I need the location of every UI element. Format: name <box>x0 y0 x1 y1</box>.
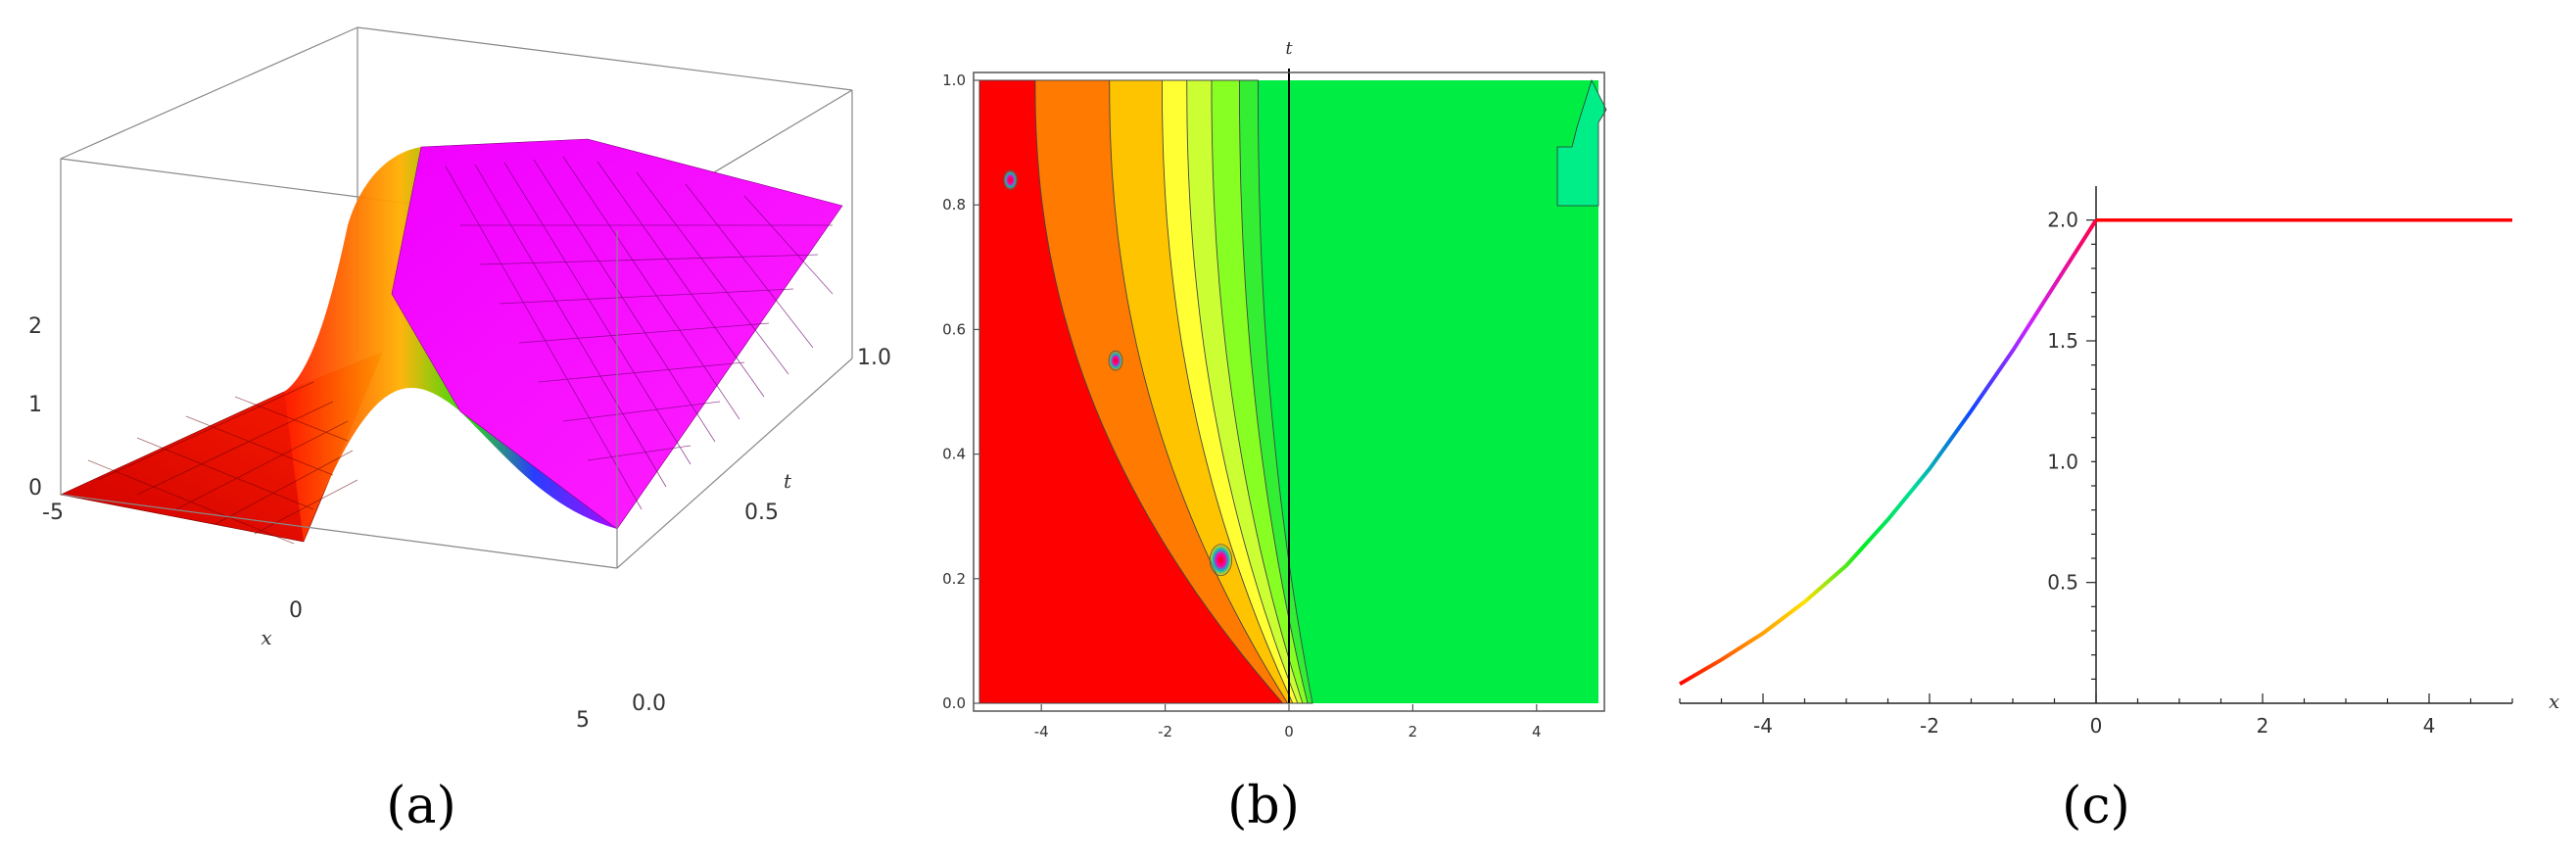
contour-spot <box>1108 350 1123 371</box>
x-axis: -5 0 5 x <box>42 501 590 733</box>
y-tick-label: 2.0 <box>2047 209 2078 232</box>
t-tick-label: 0.0 <box>632 692 666 716</box>
x-tick-label: -4 <box>1753 714 1773 738</box>
y-tick-label: 0.5 <box>2047 571 2078 595</box>
contour-spot <box>1209 544 1233 577</box>
y-tick-label: 0.2 <box>942 570 966 588</box>
caption-a: (a) <box>386 777 456 835</box>
x-axis-label: x <box>261 626 271 649</box>
surface-grid-left <box>87 381 358 545</box>
line-plot-panel: -4 -2 0 2 4 0.5 1.0 1.5 2.0 x (c) <box>1678 186 2559 835</box>
contour-spots <box>1003 169 1233 577</box>
x-tick-label: 4 <box>1532 723 1542 740</box>
x-tick-label: -2 <box>1158 723 1172 740</box>
surface-grid <box>445 156 834 510</box>
x-tick-label: 0 <box>2090 714 2103 738</box>
t-tick-label: 0.5 <box>744 501 779 525</box>
t-axis: 0.0 0.5 1.0 t <box>632 346 891 716</box>
contour-plot-panel: -4 -2 0 2 4 0.0 0.2 0.4 0.6 0.8 1.0 t (b) <box>942 38 1607 835</box>
bounding-box-front <box>60 230 853 569</box>
x-tick-label: 2 <box>1408 723 1418 740</box>
z-tick-label: 0 <box>28 476 42 501</box>
x-tick-label: 5 <box>576 708 590 733</box>
y-tick-label: 0.4 <box>942 446 966 463</box>
caption-b: (b) <box>1227 777 1300 835</box>
contour-ticks: -4 -2 0 2 4 0.0 0.2 0.4 0.6 0.8 1.0 <box>942 72 1541 740</box>
t-axis-label: t <box>784 469 792 493</box>
x-tick-label: 4 <box>2423 714 2436 738</box>
surface-plot-panel: 0 1 2 -5 0 5 x 0.0 0.5 1.0 t (a) <box>28 26 891 835</box>
z-tick-label: 1 <box>28 393 42 417</box>
t-tick-label: 1.0 <box>857 346 891 370</box>
x-tick-label: -2 <box>1920 714 1939 738</box>
x-tick-label: -4 <box>1034 723 1049 740</box>
x-tick-label: -5 <box>42 501 64 525</box>
y-tick-label: 0.6 <box>942 320 966 338</box>
x-tick-label: 0 <box>1284 723 1294 740</box>
caption-c: (c) <box>2062 777 2130 835</box>
x-tick-label: 2 <box>2257 714 2269 738</box>
y-tick-label: 1.0 <box>2047 450 2078 473</box>
y-tick-label: 0.0 <box>942 694 966 712</box>
z-tick-label: 2 <box>28 314 42 339</box>
x-tick-label: 0 <box>289 598 303 623</box>
line-series-rising <box>1678 218 2098 687</box>
y-tick-label: 1.0 <box>942 72 966 89</box>
z-axis: 0 1 2 <box>28 314 42 501</box>
line-series <box>1678 217 2512 687</box>
line-axes: -4 -2 0 2 4 0.5 1.0 1.5 2.0 <box>1679 186 2513 738</box>
x-axis-label-c: x <box>2549 690 2559 713</box>
y-tick-label: 0.8 <box>942 196 966 214</box>
contour-spot <box>1003 169 1018 191</box>
y-tick-label: 1.5 <box>2047 329 2078 353</box>
t-axis-label-b: t <box>1285 38 1293 59</box>
contour-band <box>978 79 1284 704</box>
